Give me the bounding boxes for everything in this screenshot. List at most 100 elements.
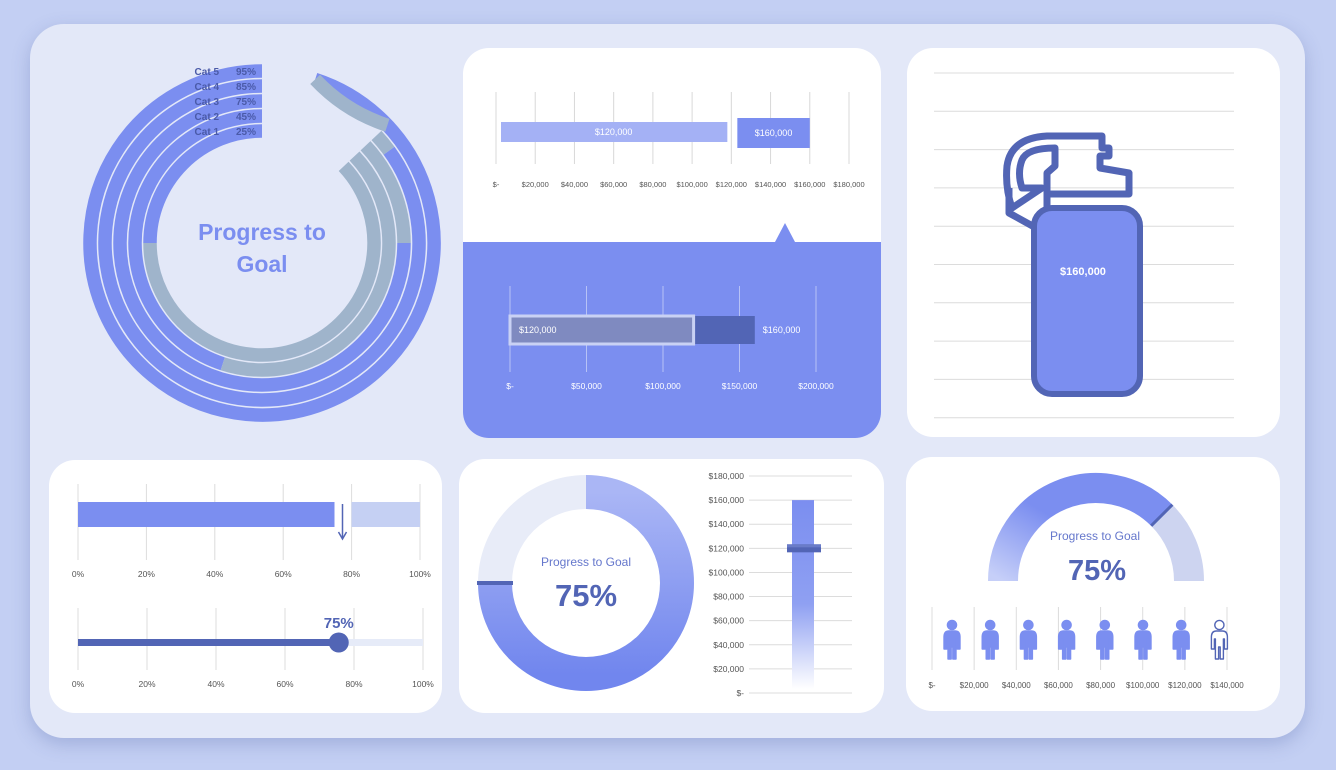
slider-tick-label: 40%: [207, 679, 224, 689]
bar-comparison-svg: $- $20,000 $40,000 $60,000 $80,000 $100,000 $1…: [463, 92, 881, 438]
pct-bar-value: [78, 502, 335, 527]
radial-value-label: 85%: [236, 82, 256, 93]
person-icon: [981, 619, 999, 660]
radial-ring-remainder: [220, 151, 396, 377]
slider-tick-label: 0%: [72, 679, 85, 689]
person-head: [1061, 619, 1072, 631]
donut-value-arc: [478, 475, 694, 691]
picto-tick-label: $80,000: [1086, 681, 1115, 690]
bottom-bar-actual: [508, 314, 696, 346]
radial-ring-value: [98, 79, 426, 407]
bottom-bar-goal-label: $160,000: [763, 325, 801, 335]
percent-bars-card: 0% 20% 40% 60% 80% 100% 0% 20% 40% 60% 80% 100% 75%: [49, 460, 442, 713]
vbar-tick-label: $20,000: [713, 664, 744, 674]
radial-ring-value: [113, 94, 411, 392]
picto-tick-label: $140,000: [1210, 681, 1244, 690]
pct-tick-label: 100%: [409, 569, 431, 579]
gauge-title: Progress to Goal: [1050, 529, 1140, 543]
slider-knob: [328, 632, 349, 653]
bottom-tick-label: $100,000: [645, 381, 681, 391]
top-tick-label: $20,000: [522, 180, 549, 189]
vbar-tick-label: $40,000: [713, 640, 744, 650]
person-body: [943, 630, 961, 660]
vbar-tick-label: $80,000: [713, 592, 744, 602]
bottle-value-label: $160,000: [1060, 266, 1106, 278]
radial-ring-remainder: [310, 74, 390, 132]
top-tick-label: $40,000: [561, 180, 588, 189]
person-head: [1175, 619, 1187, 631]
person-head: [1099, 619, 1111, 631]
vbar-tick-label: $140,000: [709, 519, 745, 529]
pct-tick-label: 20%: [138, 569, 155, 579]
person-body: [1134, 630, 1152, 660]
person-head: [1137, 619, 1149, 631]
slider-tick-label: 20%: [138, 679, 155, 689]
vbar-marker: [787, 544, 821, 553]
radial-value-label: 25%: [236, 127, 256, 138]
gauge-value-marker: [1150, 503, 1174, 527]
top-tick-label: $80,000: [639, 180, 666, 189]
pct-tick-label: 60%: [275, 569, 292, 579]
radial-category-label: Cat 4: [195, 82, 220, 93]
radial-category-label: Cat 5: [195, 67, 220, 78]
bottom-tick-label: $50,000: [571, 381, 602, 391]
donut-vbar-card: Progress to Goal 75% $180,000 $160,000 $14…: [459, 459, 884, 713]
bar-comparison-card: $- $20,000 $40,000 $60,000 $80,000 $100,000 $1…: [463, 48, 881, 438]
picto-tick-label: $20,000: [960, 681, 989, 690]
radial-value-label: 45%: [236, 112, 256, 123]
slider-value-label: 75%: [324, 615, 354, 632]
bottle-icon: [1003, 132, 1143, 397]
pct-goal-arrow-head: [337, 531, 348, 541]
person-icon: [1096, 619, 1114, 660]
pct-tick-label: 0%: [72, 569, 85, 579]
person-head: [946, 619, 958, 631]
person-icon: [1172, 619, 1190, 660]
bottom-bar-actual-label: $120,000: [519, 325, 557, 335]
slider-tick-label: 80%: [345, 679, 362, 689]
person-icon: [1019, 619, 1038, 660]
top-bar-goal-label: $160,000: [755, 128, 793, 138]
person-body: [1210, 630, 1229, 660]
top-tick-label: $160,000: [794, 180, 825, 189]
vbar-tick-label: $-: [736, 688, 744, 698]
radial-title-line2: Goal: [236, 251, 287, 277]
radial-value-label: 95%: [236, 67, 256, 78]
top-tick-label: $-: [493, 180, 500, 189]
panel-pointer: [775, 223, 795, 242]
person-icon: [1210, 619, 1229, 660]
radial-title-line1: Progress to: [198, 219, 326, 245]
radial-ring-remainder: [371, 130, 395, 155]
percent-bars-svg: 0% 20% 40% 60% 80% 100% 0% 20% 40% 60% 80% 100% 75%: [72, 484, 434, 689]
bottom-tick-label: $-: [506, 381, 514, 391]
vbar-marker-highlight: [787, 544, 821, 548]
vbar-tick-label: $180,000: [709, 471, 745, 481]
person-icon: [1134, 619, 1152, 660]
bottom-tick-label: $200,000: [798, 381, 834, 391]
slider-tick-label: 100%: [412, 679, 434, 689]
slider-fill: [78, 639, 337, 646]
radial-ring-value: [143, 124, 263, 244]
top-tick-label: $100,000: [676, 180, 707, 189]
radial-progress-chart: Cat 5 95% Cat 4 85% Cat 3 75% Cat 2 45% Cat 1 25%…: [83, 64, 441, 422]
top-tick-label: $180,000: [833, 180, 864, 189]
person-body: [1172, 630, 1190, 660]
person-head: [1023, 619, 1034, 631]
pct-bar-remainder: [351, 502, 420, 527]
vbar-tick-label: $120,000: [709, 543, 745, 553]
person-icon: [943, 619, 961, 660]
top-tick-label: $140,000: [755, 180, 786, 189]
gauge-pictograph-svg: Progress to Goal 75% $- $20,000 $40,000 $60…: [928, 473, 1244, 690]
vbar-bar: [792, 500, 814, 689]
person-body: [1096, 630, 1114, 660]
top-bar-goal: [737, 118, 810, 148]
radial-category-label: Cat 3: [195, 97, 220, 108]
person-body: [1057, 630, 1076, 660]
donut-title: Progress to Goal: [541, 555, 631, 569]
vbar-tick-label: $60,000: [713, 616, 744, 626]
gauge-remainder-arc: [1150, 504, 1204, 582]
radial-ring-remainder: [360, 141, 411, 244]
picto-tick-label: $40,000: [1002, 681, 1031, 690]
radial-category-label: Cat 1: [195, 127, 220, 138]
gauge-pictograph-card: Progress to Goal 75% $- $20,000 $40,000 $60…: [906, 457, 1280, 711]
person-head: [1214, 619, 1225, 631]
